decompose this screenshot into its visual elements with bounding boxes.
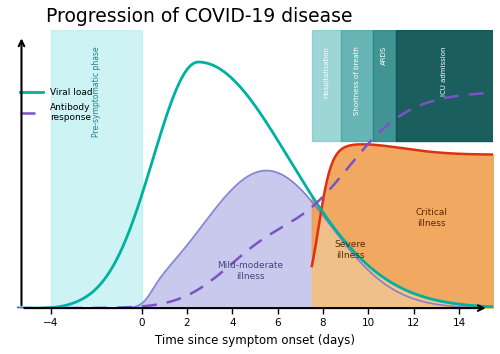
Text: ARDS: ARDS — [381, 46, 387, 65]
Text: Hospitalisation: Hospitalisation — [324, 46, 330, 98]
Text: Mild-moderate
illness: Mild-moderate illness — [218, 261, 284, 281]
Bar — [312, 30, 341, 141]
Bar — [373, 30, 396, 141]
Bar — [396, 30, 493, 141]
Bar — [341, 30, 373, 141]
Text: Pre-symptomatic phase: Pre-symptomatic phase — [92, 46, 101, 137]
Text: Progression of COVID-19 disease: Progression of COVID-19 disease — [46, 7, 352, 26]
Legend: Viral load, Antibody
response: Viral load, Antibody response — [16, 85, 96, 126]
X-axis label: Time since symptom onset (days): Time since symptom onset (days) — [155, 334, 355, 347]
Text: ICU admission: ICU admission — [442, 46, 448, 96]
Bar — [51, 30, 142, 308]
Text: Severe
illness: Severe illness — [334, 240, 366, 259]
Text: Critical
illness: Critical illness — [416, 209, 448, 228]
Text: Shortness of breath: Shortness of breath — [354, 46, 360, 115]
